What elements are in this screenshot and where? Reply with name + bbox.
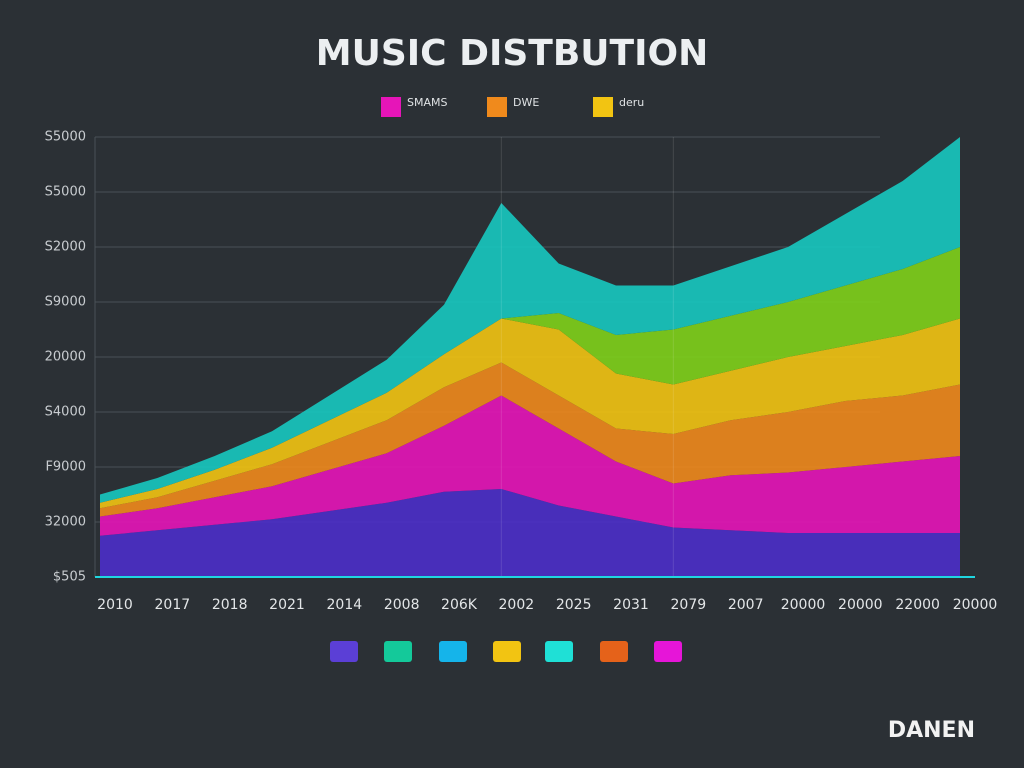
y-tick-label: S9000 — [45, 295, 86, 310]
x-tick-label: 2014 — [327, 597, 363, 613]
x-tick-label: 2007 — [728, 597, 764, 613]
x-tick-label: 22000 — [895, 597, 940, 613]
legend-swatch — [381, 97, 401, 117]
x-tick-label: 2017 — [155, 597, 191, 613]
legend-label: deru — [619, 96, 644, 109]
swatch — [545, 641, 573, 662]
x-tick-label: 2018 — [212, 597, 248, 613]
x-tick-label: 2002 — [499, 597, 535, 613]
y-tick-label: 32000 — [45, 515, 86, 530]
area — [100, 395, 960, 536]
x-tick-label: 2025 — [556, 597, 592, 613]
x-tick-label: 206K — [441, 597, 478, 613]
legend-label: SMAMS — [407, 96, 447, 109]
y-tick-label: S4000 — [45, 405, 86, 420]
area — [100, 318, 960, 509]
y-tick-label: S5000 — [45, 185, 86, 200]
chart-title: MUSIC DISTBUTION — [316, 33, 708, 74]
legend-label: DWE — [513, 96, 539, 109]
swatch-row — [330, 641, 682, 662]
y-tick-label: S2000 — [45, 240, 86, 255]
swatch — [330, 641, 358, 662]
x-tick-label: 20000 — [838, 597, 883, 613]
swatch — [384, 641, 412, 662]
x-tick-label: 2079 — [671, 597, 707, 613]
y-tick-label: F9000 — [45, 460, 86, 475]
x-tick-label: 20000 — [781, 597, 826, 613]
legend-swatch — [487, 97, 507, 117]
brand: DANEN — [888, 718, 975, 743]
x-tick-label: 2031 — [613, 597, 649, 613]
area — [100, 362, 960, 517]
swatch — [600, 641, 628, 662]
swatch — [654, 641, 682, 662]
legend-swatch — [593, 97, 613, 117]
x-tick-label: 2010 — [97, 597, 133, 613]
area — [100, 489, 960, 577]
x-tick-label: 2008 — [384, 597, 420, 613]
y-tick-label: $505 — [53, 570, 86, 585]
y-tick-label: S5000 — [45, 130, 86, 145]
x-tick-label: 2021 — [269, 597, 305, 613]
swatch — [439, 641, 467, 662]
area — [100, 137, 960, 503]
x-tick-label: 20000 — [953, 597, 998, 613]
y-tick-label: 20000 — [45, 350, 86, 365]
swatch — [493, 641, 521, 662]
